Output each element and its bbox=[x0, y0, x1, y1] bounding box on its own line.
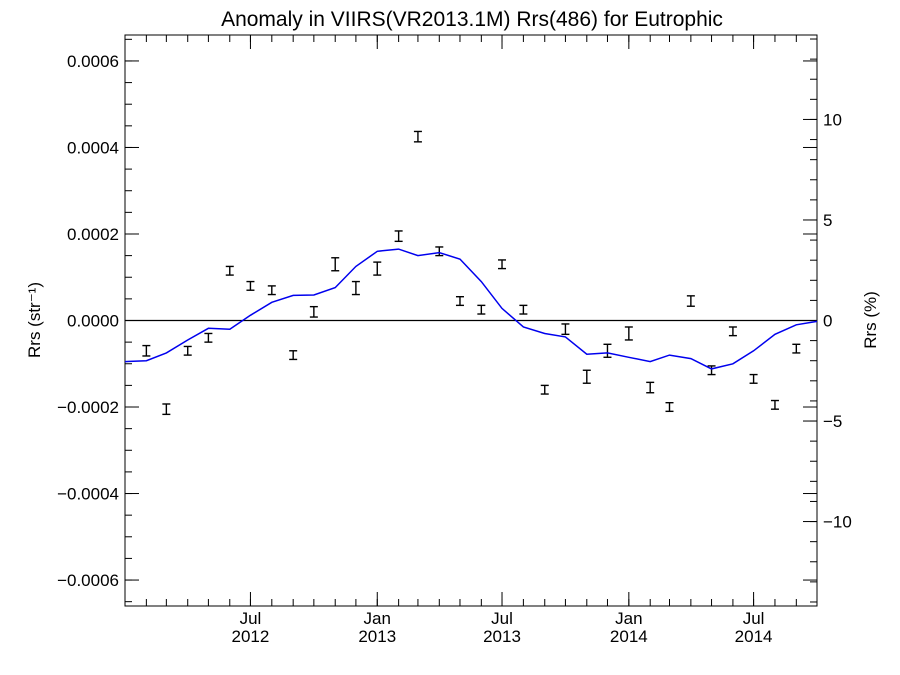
left-tick-label: 0.0002 bbox=[67, 225, 119, 244]
monthly-anomaly-errorbar bbox=[225, 265, 234, 276]
left-tick-label: −0.0004 bbox=[57, 485, 119, 504]
right-tick-label: 0 bbox=[823, 312, 832, 331]
x-tick-label-year: 2013 bbox=[358, 627, 396, 646]
monthly-anomaly-errorbar bbox=[351, 280, 360, 296]
left-tick-label: 0.0000 bbox=[67, 312, 119, 331]
x-tick-label-month: Jul bbox=[491, 609, 513, 628]
left-tick-label: −0.0006 bbox=[57, 571, 119, 590]
right-tick-label: −5 bbox=[823, 412, 842, 431]
monthly-anomaly-errorbar bbox=[665, 401, 674, 413]
monthly-anomaly-errorbar bbox=[498, 259, 507, 270]
x-tick-label-month: Jan bbox=[364, 609, 391, 628]
chart-title: Anomaly in VIIRS(VR2013.1M) Rrs(486) for… bbox=[221, 8, 723, 31]
series-layer bbox=[124, 130, 818, 416]
monthly-anomaly-errorbar bbox=[561, 323, 570, 336]
x-tick-label-year: 2013 bbox=[483, 627, 521, 646]
monthly-anomaly-errorbar bbox=[162, 403, 171, 416]
monthly-anomaly-errorbar bbox=[435, 246, 444, 257]
monthly-anomaly-errorbar bbox=[267, 285, 276, 296]
smoothed-anomaly-line bbox=[124, 248, 818, 370]
monthly-anomaly-errorbar bbox=[603, 343, 612, 358]
y-axis-label-left: Rrs (str⁻¹) bbox=[25, 282, 44, 358]
left-tick-label: −0.0002 bbox=[57, 398, 119, 417]
x-tick-label-month: Jan bbox=[615, 609, 642, 628]
monthly-anomaly-errorbar bbox=[413, 130, 422, 143]
monthly-anomaly-errorbar bbox=[707, 365, 716, 376]
monthly-anomaly-errorbar bbox=[624, 326, 633, 341]
monthly-anomaly-errorbar bbox=[455, 296, 464, 307]
monthly-anomaly-errorbar bbox=[770, 399, 779, 410]
monthly-anomaly-errorbar bbox=[142, 344, 151, 357]
monthly-anomaly-errorbar bbox=[246, 280, 255, 291]
monthly-anomaly-errorbar bbox=[728, 326, 737, 337]
monthly-anomaly-errorbar bbox=[686, 295, 695, 307]
left-tick-label: 0.0006 bbox=[67, 52, 119, 71]
y-axis-label-right: Rrs (%) bbox=[861, 291, 880, 349]
x-tick-label-month: Jul bbox=[240, 609, 262, 628]
monthly-anomaly-errorbar bbox=[540, 384, 549, 395]
right-y-axis: 10 5 0 −5 −10 bbox=[803, 38, 852, 603]
monthly-anomaly-errorbar bbox=[331, 257, 340, 272]
x-tick-label-year: 2012 bbox=[232, 627, 270, 646]
monthly-anomaly-errorbar bbox=[394, 230, 403, 243]
right-tick-label: 10 bbox=[823, 110, 842, 129]
right-tick-label: −10 bbox=[823, 513, 852, 532]
monthly-anomaly-errorbar bbox=[582, 369, 591, 384]
x-tick-label-year: 2014 bbox=[735, 627, 773, 646]
monthly-anomaly-errorbar bbox=[289, 350, 298, 361]
monthly-anomaly-errorbar bbox=[749, 373, 758, 384]
monthly-anomaly-errorbar bbox=[792, 343, 801, 354]
monthly-anomaly-errorbar bbox=[519, 304, 528, 315]
x-tick-label-year: 2014 bbox=[610, 627, 648, 646]
monthly-anomaly-errorbar bbox=[183, 345, 192, 356]
right-tick-label: 5 bbox=[823, 211, 832, 230]
x-tick-label-month: Jul bbox=[743, 609, 765, 628]
monthly-anomaly-errorbar bbox=[646, 381, 655, 394]
monthly-anomaly-errorbar bbox=[204, 332, 213, 343]
monthly-anomaly-errorbar bbox=[477, 304, 486, 315]
monthly-anomaly-errorbar bbox=[309, 305, 318, 318]
monthly-anomaly-errorbar bbox=[373, 261, 382, 276]
left-tick-label: 0.0004 bbox=[67, 138, 119, 157]
